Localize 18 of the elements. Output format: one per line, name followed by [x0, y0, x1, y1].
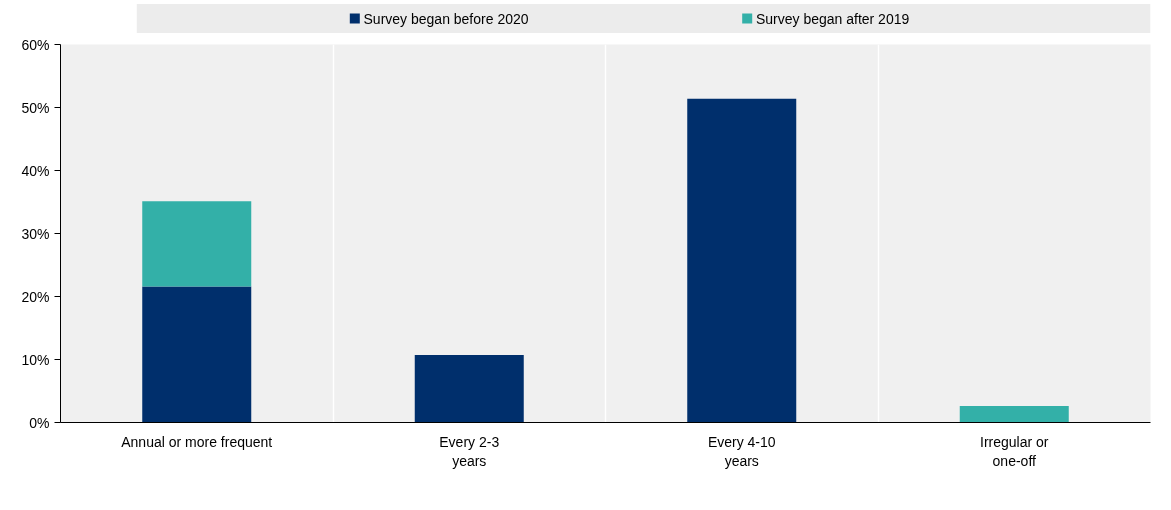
x-tick-label: Irregular or one-off [980, 433, 1049, 469]
x-tick-label: Every 4-10 years [707, 433, 776, 469]
legend-label: Survey began after 2019 [755, 10, 910, 27]
y-tick-label: 10% [21, 351, 50, 368]
y-tick-label: 30% [21, 225, 50, 242]
bar [142, 286, 252, 423]
x-tick-label: Every 2-3 years [439, 433, 500, 469]
y-tick-label: 50% [21, 99, 50, 116]
y-tick-label: 0% [29, 414, 50, 431]
bar [414, 355, 524, 423]
x-tick-label: Annual or more frequent [121, 433, 273, 450]
bar [959, 406, 1069, 423]
legend-label: Survey began before 2020 [363, 10, 529, 27]
bar [142, 201, 252, 287]
bar [687, 98, 797, 423]
y-tick-label: 60% [21, 36, 50, 53]
y-tick-label: 20% [21, 288, 50, 305]
y-tick-label: 40% [21, 162, 50, 179]
